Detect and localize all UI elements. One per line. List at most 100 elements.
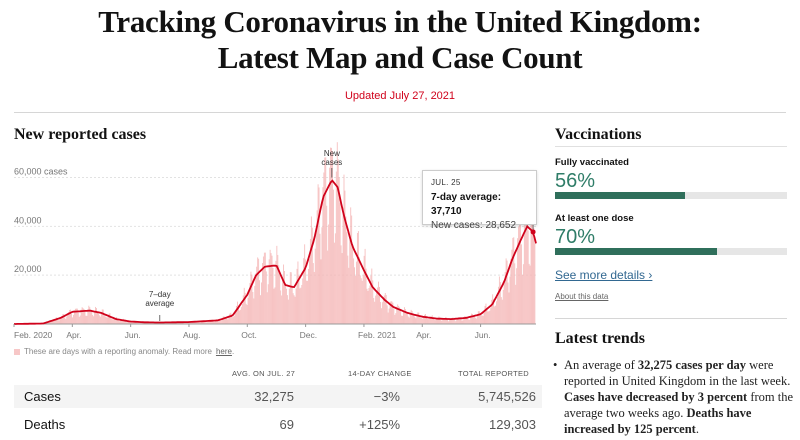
daily-case-bar bbox=[314, 248, 316, 324]
daily-case-bar bbox=[441, 320, 443, 324]
tooltip-point bbox=[530, 229, 536, 235]
daily-case-bar bbox=[58, 320, 60, 324]
daily-case-bar bbox=[205, 321, 207, 324]
daily-case-bar bbox=[56, 317, 58, 324]
daily-case-bar bbox=[413, 315, 415, 324]
daily-case-bar bbox=[511, 249, 513, 324]
daily-case-bar bbox=[123, 319, 125, 324]
daily-case-bar bbox=[185, 322, 187, 324]
daily-case-bar bbox=[293, 295, 295, 324]
daily-case-bar bbox=[302, 278, 304, 324]
daily-case-bar bbox=[281, 295, 283, 324]
daily-case-bar bbox=[173, 322, 175, 324]
about-this-data-link[interactable]: About this data bbox=[555, 292, 609, 301]
daily-case-bar bbox=[140, 322, 142, 324]
daily-case-bar bbox=[468, 319, 470, 324]
daily-case-bar bbox=[229, 313, 231, 324]
daily-case-bar bbox=[328, 224, 330, 324]
daily-case-bar bbox=[333, 242, 335, 324]
anomaly-read-more-link[interactable]: here bbox=[215, 347, 232, 356]
latest-trends-title: Latest trends bbox=[555, 330, 645, 347]
daily-case-bar bbox=[234, 315, 236, 324]
daily-case-bar bbox=[274, 287, 276, 324]
x-tick-label: Jun. bbox=[125, 330, 141, 340]
daily-case-bar bbox=[430, 316, 432, 324]
daily-case-bar bbox=[225, 318, 227, 324]
daily-case-bar bbox=[100, 313, 102, 324]
seven-day-average-line bbox=[14, 179, 537, 325]
trends-text-1: An average of bbox=[564, 358, 638, 372]
daily-case-bar bbox=[494, 306, 496, 324]
daily-case-bar bbox=[194, 321, 196, 324]
daily-case-bar bbox=[457, 317, 459, 324]
daily-case-bar bbox=[65, 319, 67, 324]
cases-section-title: New reported cases bbox=[14, 126, 147, 143]
row-label: Cases bbox=[24, 389, 61, 404]
daily-case-bar bbox=[307, 280, 308, 324]
daily-case-bar bbox=[406, 313, 408, 324]
anomaly-note-text: These are days with a reporting anomaly.… bbox=[24, 347, 212, 356]
see-more-details-link[interactable]: See more details › bbox=[555, 268, 653, 282]
daily-case-bar bbox=[306, 280, 308, 324]
daily-case-bar bbox=[97, 313, 99, 324]
daily-case-bar bbox=[308, 268, 309, 324]
peak-annotation-text: New bbox=[324, 149, 340, 158]
daily-case-bar bbox=[404, 309, 406, 324]
daily-case-bar bbox=[267, 284, 269, 324]
daily-case-bar bbox=[520, 221, 521, 324]
daily-case-bar bbox=[330, 147, 332, 324]
daily-case-bar bbox=[73, 314, 74, 324]
daily-case-bar bbox=[444, 318, 446, 324]
daily-case-bar bbox=[126, 321, 128, 324]
daily-case-bar bbox=[372, 280, 374, 324]
daily-case-bar bbox=[188, 322, 190, 324]
daily-case-bar bbox=[275, 260, 277, 324]
daily-case-bar bbox=[300, 287, 302, 324]
daily-case-bar bbox=[79, 315, 81, 324]
daily-case-bar bbox=[235, 312, 237, 324]
x-tick-label: Apr. bbox=[416, 330, 431, 340]
daily-case-bar bbox=[256, 266, 258, 324]
daily-case-bar bbox=[252, 292, 254, 324]
daily-case-bar bbox=[427, 319, 429, 324]
daily-case-bar bbox=[343, 174, 345, 324]
daily-case-bar bbox=[277, 254, 279, 324]
daily-case-bar bbox=[313, 271, 315, 324]
daily-case-bar bbox=[228, 317, 230, 324]
daily-case-bar bbox=[412, 313, 414, 324]
daily-case-bar bbox=[259, 280, 261, 324]
daily-case-bar bbox=[447, 319, 449, 324]
daily-case-bar bbox=[117, 318, 119, 324]
trends-divider bbox=[555, 318, 787, 319]
daily-case-bar bbox=[227, 319, 229, 324]
daily-case-bar bbox=[512, 237, 514, 324]
daily-case-bar bbox=[426, 316, 427, 324]
x-tick-label: Jun. bbox=[475, 330, 491, 340]
daily-case-bar bbox=[423, 317, 425, 324]
daily-case-bar bbox=[93, 316, 95, 324]
page-headline: Tracking Coronavirus in the United Kingd… bbox=[0, 4, 800, 76]
daily-case-bar bbox=[394, 314, 396, 324]
daily-case-bar bbox=[317, 184, 319, 324]
daily-case-bar bbox=[338, 177, 340, 324]
daily-case-bar bbox=[285, 283, 286, 324]
daily-case-bar bbox=[76, 308, 78, 324]
daily-case-bar bbox=[276, 245, 278, 324]
daily-case-bar bbox=[213, 321, 214, 324]
daily-case-bar bbox=[377, 287, 379, 324]
daily-case-bar bbox=[431, 315, 433, 324]
daily-case-bar bbox=[113, 319, 115, 324]
daily-case-bar bbox=[95, 306, 96, 324]
cases-chart[interactable]: 20,000 40,000 60,000 cases Feb. 2020 Apr. Jun… bbox=[13, 142, 542, 348]
daily-case-bar bbox=[223, 316, 225, 324]
row-avg: 69 bbox=[279, 417, 294, 432]
daily-case-bar bbox=[365, 268, 367, 324]
daily-case-bar bbox=[393, 308, 395, 324]
daily-case-bar bbox=[104, 316, 106, 324]
daily-case-bar bbox=[497, 286, 499, 324]
daily-case-bar bbox=[110, 316, 112, 324]
fully-vaccinated-bar-fill bbox=[555, 192, 685, 199]
daily-case-bar bbox=[204, 320, 206, 324]
daily-case-bar bbox=[85, 315, 87, 324]
daily-case-bar bbox=[354, 267, 355, 324]
